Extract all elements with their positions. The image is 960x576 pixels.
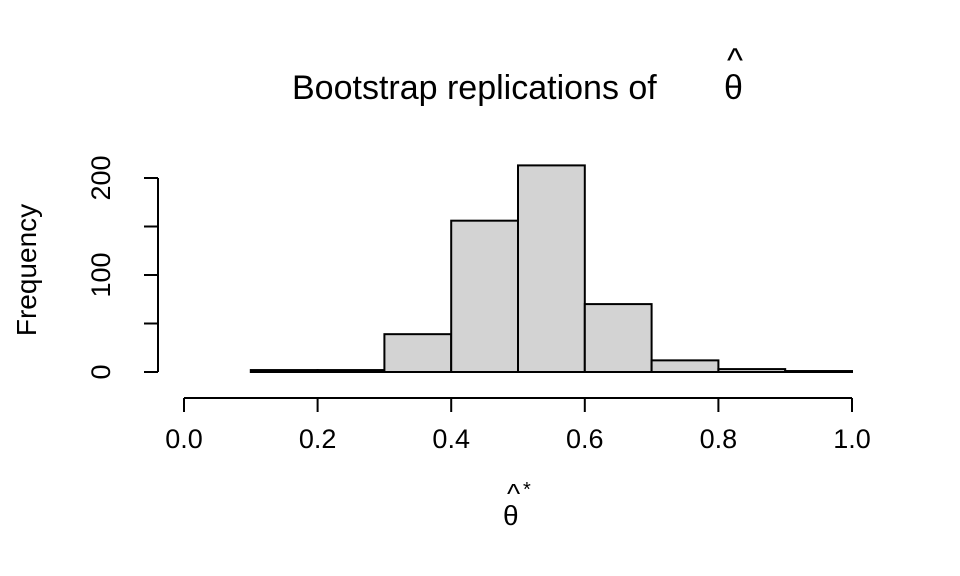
- y-axis: 0 100 200: [86, 155, 159, 380]
- histogram-bar: [249, 369, 319, 373]
- x-tick-label: 0.4: [432, 424, 470, 454]
- histogram-bar: [784, 370, 854, 373]
- y-axis-label: Frequency: [11, 204, 42, 336]
- x-axis-label-superscript: *: [523, 479, 531, 501]
- x-tick-label: 0.2: [299, 424, 337, 454]
- histogram-bar: [717, 368, 787, 373]
- y-tick-label: 0: [86, 364, 116, 379]
- histogram-bar: [583, 303, 653, 374]
- histogram-bars: [249, 164, 854, 374]
- x-axis: 0.0 0.2 0.4 0.6 0.8 1.0: [165, 397, 871, 454]
- chart-title: Bootstrap replications of θ ^: [292, 42, 743, 107]
- histogram-bar: [316, 369, 386, 373]
- y-tick-label: 100: [86, 252, 116, 297]
- chart-title-text: Bootstrap replications of: [292, 69, 657, 107]
- x-tick-label: 0.0: [165, 424, 203, 454]
- x-axis-label: θ ^ *: [503, 478, 531, 531]
- histogram-bar: [517, 164, 586, 373]
- x-axis-label-symbol: θ: [503, 500, 519, 531]
- x-axis-label-accent: ^: [507, 478, 520, 509]
- x-tick-label: 1.0: [833, 424, 871, 454]
- histogram-bar: [650, 359, 720, 373]
- histogram-bar: [450, 219, 520, 373]
- x-tick-label: 0.6: [566, 424, 604, 454]
- x-tick-label: 0.8: [700, 424, 738, 454]
- chart-title-symbol: θ: [724, 69, 743, 107]
- chart-title-accent: ^: [727, 42, 743, 80]
- y-tick-label: 200: [86, 155, 116, 200]
- histogram-bar: [383, 333, 453, 374]
